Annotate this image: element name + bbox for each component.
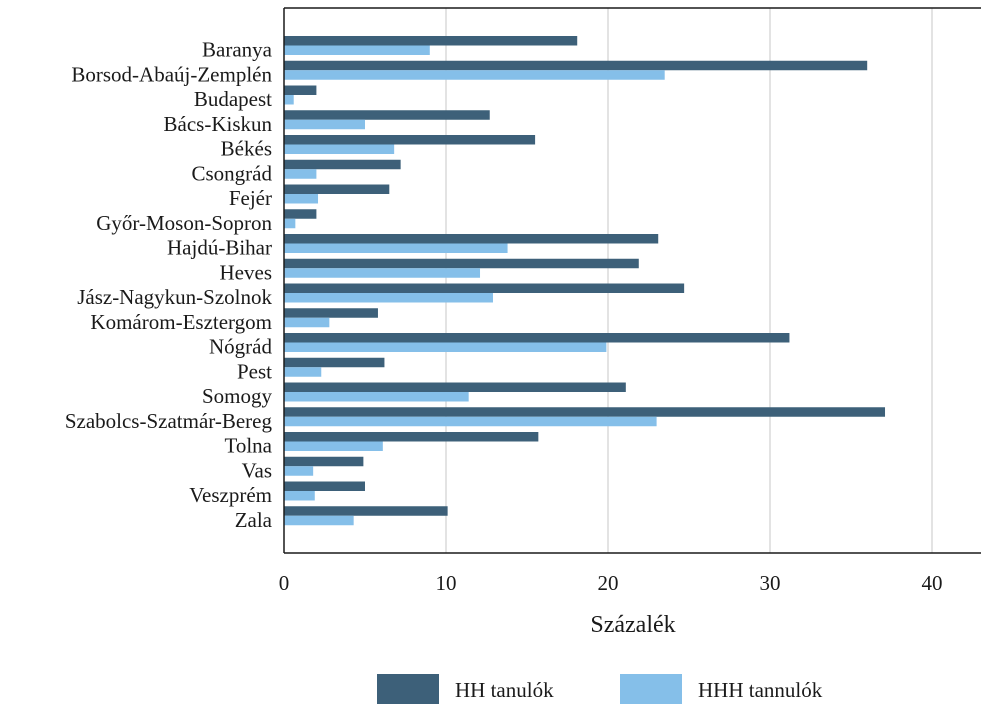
bar-hh bbox=[284, 382, 626, 392]
bar-hhh bbox=[284, 317, 330, 328]
category-label: Heves bbox=[220, 260, 272, 284]
bar-hhh bbox=[284, 491, 315, 501]
bar-hh bbox=[284, 184, 390, 194]
bar-hhh bbox=[284, 45, 430, 55]
bar-hh bbox=[284, 209, 317, 219]
bar-hh bbox=[284, 234, 659, 244]
bar-hh bbox=[284, 308, 378, 318]
bar-hhh bbox=[284, 466, 314, 476]
legend-label-hhh: HHH tannulók bbox=[698, 678, 823, 702]
bar-hh bbox=[284, 481, 365, 491]
bar-hh bbox=[284, 85, 317, 95]
bar-hhh bbox=[284, 416, 657, 427]
legend-label-hh: HH tanulók bbox=[455, 678, 554, 702]
category-label: Szabolcs-Szatmár-Bereg bbox=[65, 409, 273, 433]
legend-swatch-hh bbox=[377, 674, 439, 704]
category-label: Jász-Nagykun-Szolnok bbox=[77, 285, 272, 309]
bar-hh bbox=[284, 258, 639, 269]
category-label: Tolna bbox=[224, 434, 272, 458]
bar-hhh bbox=[284, 95, 294, 105]
category-label: Borsod-Abaúj-Zemplén bbox=[71, 62, 272, 86]
category-label: Somogy bbox=[202, 384, 273, 408]
gridlines bbox=[445, 8, 933, 553]
bar-hhh bbox=[284, 441, 383, 451]
bar-hhh bbox=[284, 119, 365, 130]
axes bbox=[283, 7, 981, 554]
bar-hhh bbox=[284, 218, 296, 229]
category-label: Győr-Moson-Sopron bbox=[96, 211, 272, 235]
bar-hhh bbox=[284, 293, 493, 303]
category-label: Komárom-Esztergom bbox=[90, 310, 272, 334]
bar-hhh bbox=[284, 243, 508, 253]
bar-hh bbox=[284, 506, 448, 516]
x-tick-label: 40 bbox=[922, 571, 943, 595]
category-label: Baranya bbox=[202, 38, 273, 62]
x-tick-label: 10 bbox=[436, 571, 457, 595]
category-label: Pest bbox=[237, 359, 272, 383]
bar-hh bbox=[284, 456, 364, 467]
bar-hhh bbox=[284, 194, 319, 204]
category-label: Csongrád bbox=[192, 161, 273, 185]
x-tick-label: 30 bbox=[760, 571, 781, 595]
bar-hhh bbox=[284, 268, 481, 278]
x-tick-label: 20 bbox=[598, 571, 619, 595]
legend: HH tanulók HHH tannulók bbox=[377, 674, 823, 704]
category-label: Fejér bbox=[229, 186, 272, 210]
category-label: Zala bbox=[235, 508, 273, 532]
bar-hhh bbox=[284, 515, 354, 526]
bar-hh bbox=[284, 159, 401, 170]
bar-hh bbox=[284, 407, 886, 417]
x-tick-label: 0 bbox=[279, 571, 290, 595]
category-label: Békés bbox=[221, 137, 272, 161]
bar-hhh bbox=[284, 70, 665, 80]
category-label: Vas bbox=[242, 458, 272, 482]
bar-hhh bbox=[284, 144, 395, 154]
legend-swatch-hhh bbox=[620, 674, 682, 704]
bar-hhh bbox=[284, 367, 322, 377]
category-label: Veszprém bbox=[189, 483, 272, 507]
bar-hh bbox=[284, 283, 685, 293]
bar-hh bbox=[284, 135, 536, 145]
bar-hhh bbox=[284, 169, 317, 179]
bars bbox=[284, 36, 886, 526]
category-label: Bács-Kiskun bbox=[164, 112, 273, 136]
bar-hh bbox=[284, 333, 790, 343]
bar-hh bbox=[284, 432, 539, 442]
category-label: Nógrád bbox=[209, 335, 272, 359]
bar-hh bbox=[284, 357, 385, 368]
bar-hh bbox=[284, 36, 578, 46]
bar-hhh bbox=[284, 342, 607, 352]
bar-hh bbox=[284, 110, 490, 120]
x-axis-title: Százalék bbox=[590, 612, 675, 638]
x-tick-labels: 0 10 20 30 40 bbox=[279, 571, 943, 595]
category-labels: BaranyaBorsod-Abaúj-ZemplénBudapestBács-… bbox=[65, 38, 273, 532]
category-label: Hajdú-Bihar bbox=[167, 236, 272, 260]
category-label: Budapest bbox=[194, 87, 272, 111]
bar-hhh bbox=[284, 392, 469, 402]
bar-hh bbox=[284, 60, 868, 71]
